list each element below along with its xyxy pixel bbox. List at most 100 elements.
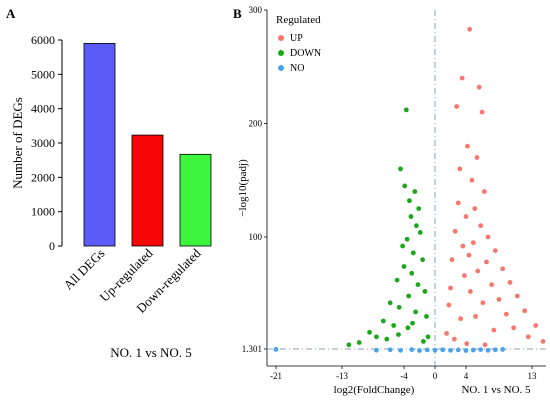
point-up <box>500 266 506 272</box>
point-up <box>480 300 486 306</box>
point-up <box>468 289 473 294</box>
point-down <box>404 236 410 242</box>
point-down <box>400 243 406 249</box>
point-no <box>470 347 476 353</box>
point-no <box>440 347 446 353</box>
point-no <box>409 347 415 352</box>
point-down <box>420 257 425 263</box>
point-down <box>422 289 428 294</box>
volcano-y-tick-label: 100 <box>249 232 263 242</box>
bar-y-tick-label: 2000 <box>31 170 55 184</box>
point-up <box>482 342 488 348</box>
point-no <box>448 347 453 353</box>
volcano-y-tick-label: 1.301 <box>242 344 262 354</box>
bar-y-tick-label: 5000 <box>31 67 55 81</box>
bar-y-tick-label: 0 <box>49 239 55 253</box>
point-down <box>410 250 416 256</box>
point-no <box>387 347 393 353</box>
point-up <box>464 341 470 347</box>
point-no <box>424 347 430 353</box>
point-up <box>465 143 470 149</box>
point-no <box>492 347 498 353</box>
point-up <box>475 268 481 274</box>
legend-title: Regulated <box>276 14 321 26</box>
point-up <box>485 234 491 240</box>
point-up <box>533 323 539 328</box>
panel-a-label: A <box>6 6 16 21</box>
point-down <box>405 325 411 331</box>
point-up <box>449 257 455 263</box>
point-up <box>454 104 460 109</box>
point-up <box>448 285 453 291</box>
point-down <box>412 189 418 194</box>
point-no <box>478 347 484 352</box>
point-up <box>452 228 458 234</box>
point-down <box>415 282 421 288</box>
point-up <box>484 259 489 265</box>
point-up <box>457 166 463 172</box>
point-up <box>476 84 482 90</box>
point-up <box>514 293 520 299</box>
point-down <box>374 334 379 340</box>
volcano-y-axis-label: −log10(padj) <box>237 159 249 217</box>
point-up <box>444 331 450 336</box>
point-up <box>503 311 509 317</box>
point-up <box>455 200 461 206</box>
point-down <box>346 342 352 348</box>
point-down <box>391 323 397 328</box>
point-up <box>522 308 528 314</box>
point-down <box>403 107 409 113</box>
point-down <box>356 340 362 345</box>
bar-y-tick-label: 1000 <box>31 205 55 219</box>
point-down <box>394 277 400 283</box>
bar-y-tick-label: 3000 <box>31 136 55 150</box>
volcano-x-tick-label: 13 <box>528 371 538 381</box>
bar-x-axis-label: NO. 1 vs NO. 5 <box>110 345 192 360</box>
point-up <box>479 109 485 115</box>
point-up <box>473 314 478 319</box>
point-no <box>374 347 379 353</box>
point-down <box>420 338 426 344</box>
point-down <box>384 336 390 342</box>
point-up <box>467 26 473 32</box>
volcano-x-tick-label: 0 <box>433 371 438 381</box>
point-up <box>481 189 487 194</box>
volcano-x-tick-label: -21 <box>270 371 282 381</box>
point-no <box>485 347 491 353</box>
point-down <box>396 332 401 337</box>
point-up <box>459 75 465 81</box>
point-no <box>432 347 438 353</box>
point-up <box>489 282 495 288</box>
point-up <box>491 327 497 333</box>
point-down <box>387 300 393 306</box>
legend-swatch <box>278 65 284 71</box>
point-down <box>396 304 402 310</box>
point-no <box>500 347 506 352</box>
point-up <box>458 316 463 322</box>
point-up <box>460 243 466 249</box>
point-up <box>470 240 476 246</box>
point-up <box>478 223 484 229</box>
volcano-x-tick-label: 4 <box>464 371 469 381</box>
point-up <box>511 325 517 331</box>
legend-swatch <box>278 35 284 41</box>
volcano-y-tick-label: 300 <box>249 5 263 15</box>
point-down <box>367 329 372 335</box>
bar-category-label: All DEGs <box>60 246 107 293</box>
point-down <box>424 314 429 319</box>
point-down <box>410 320 415 326</box>
point-up <box>462 273 467 278</box>
bar-y-tick-label: 6000 <box>31 33 55 47</box>
volcano-subtitle: NO. 1 vs NO. 5 <box>461 384 531 396</box>
point-down <box>408 214 414 219</box>
bar <box>179 153 212 247</box>
point-no <box>455 347 461 353</box>
point-up <box>507 279 513 285</box>
point-down <box>398 166 403 172</box>
point-down <box>413 309 419 315</box>
volcano-plot: −log10(padj) log2(FoldChange) NO. 1 vs N… <box>237 5 546 396</box>
point-no <box>463 348 469 353</box>
point-up <box>466 252 472 258</box>
point-down <box>380 318 386 324</box>
